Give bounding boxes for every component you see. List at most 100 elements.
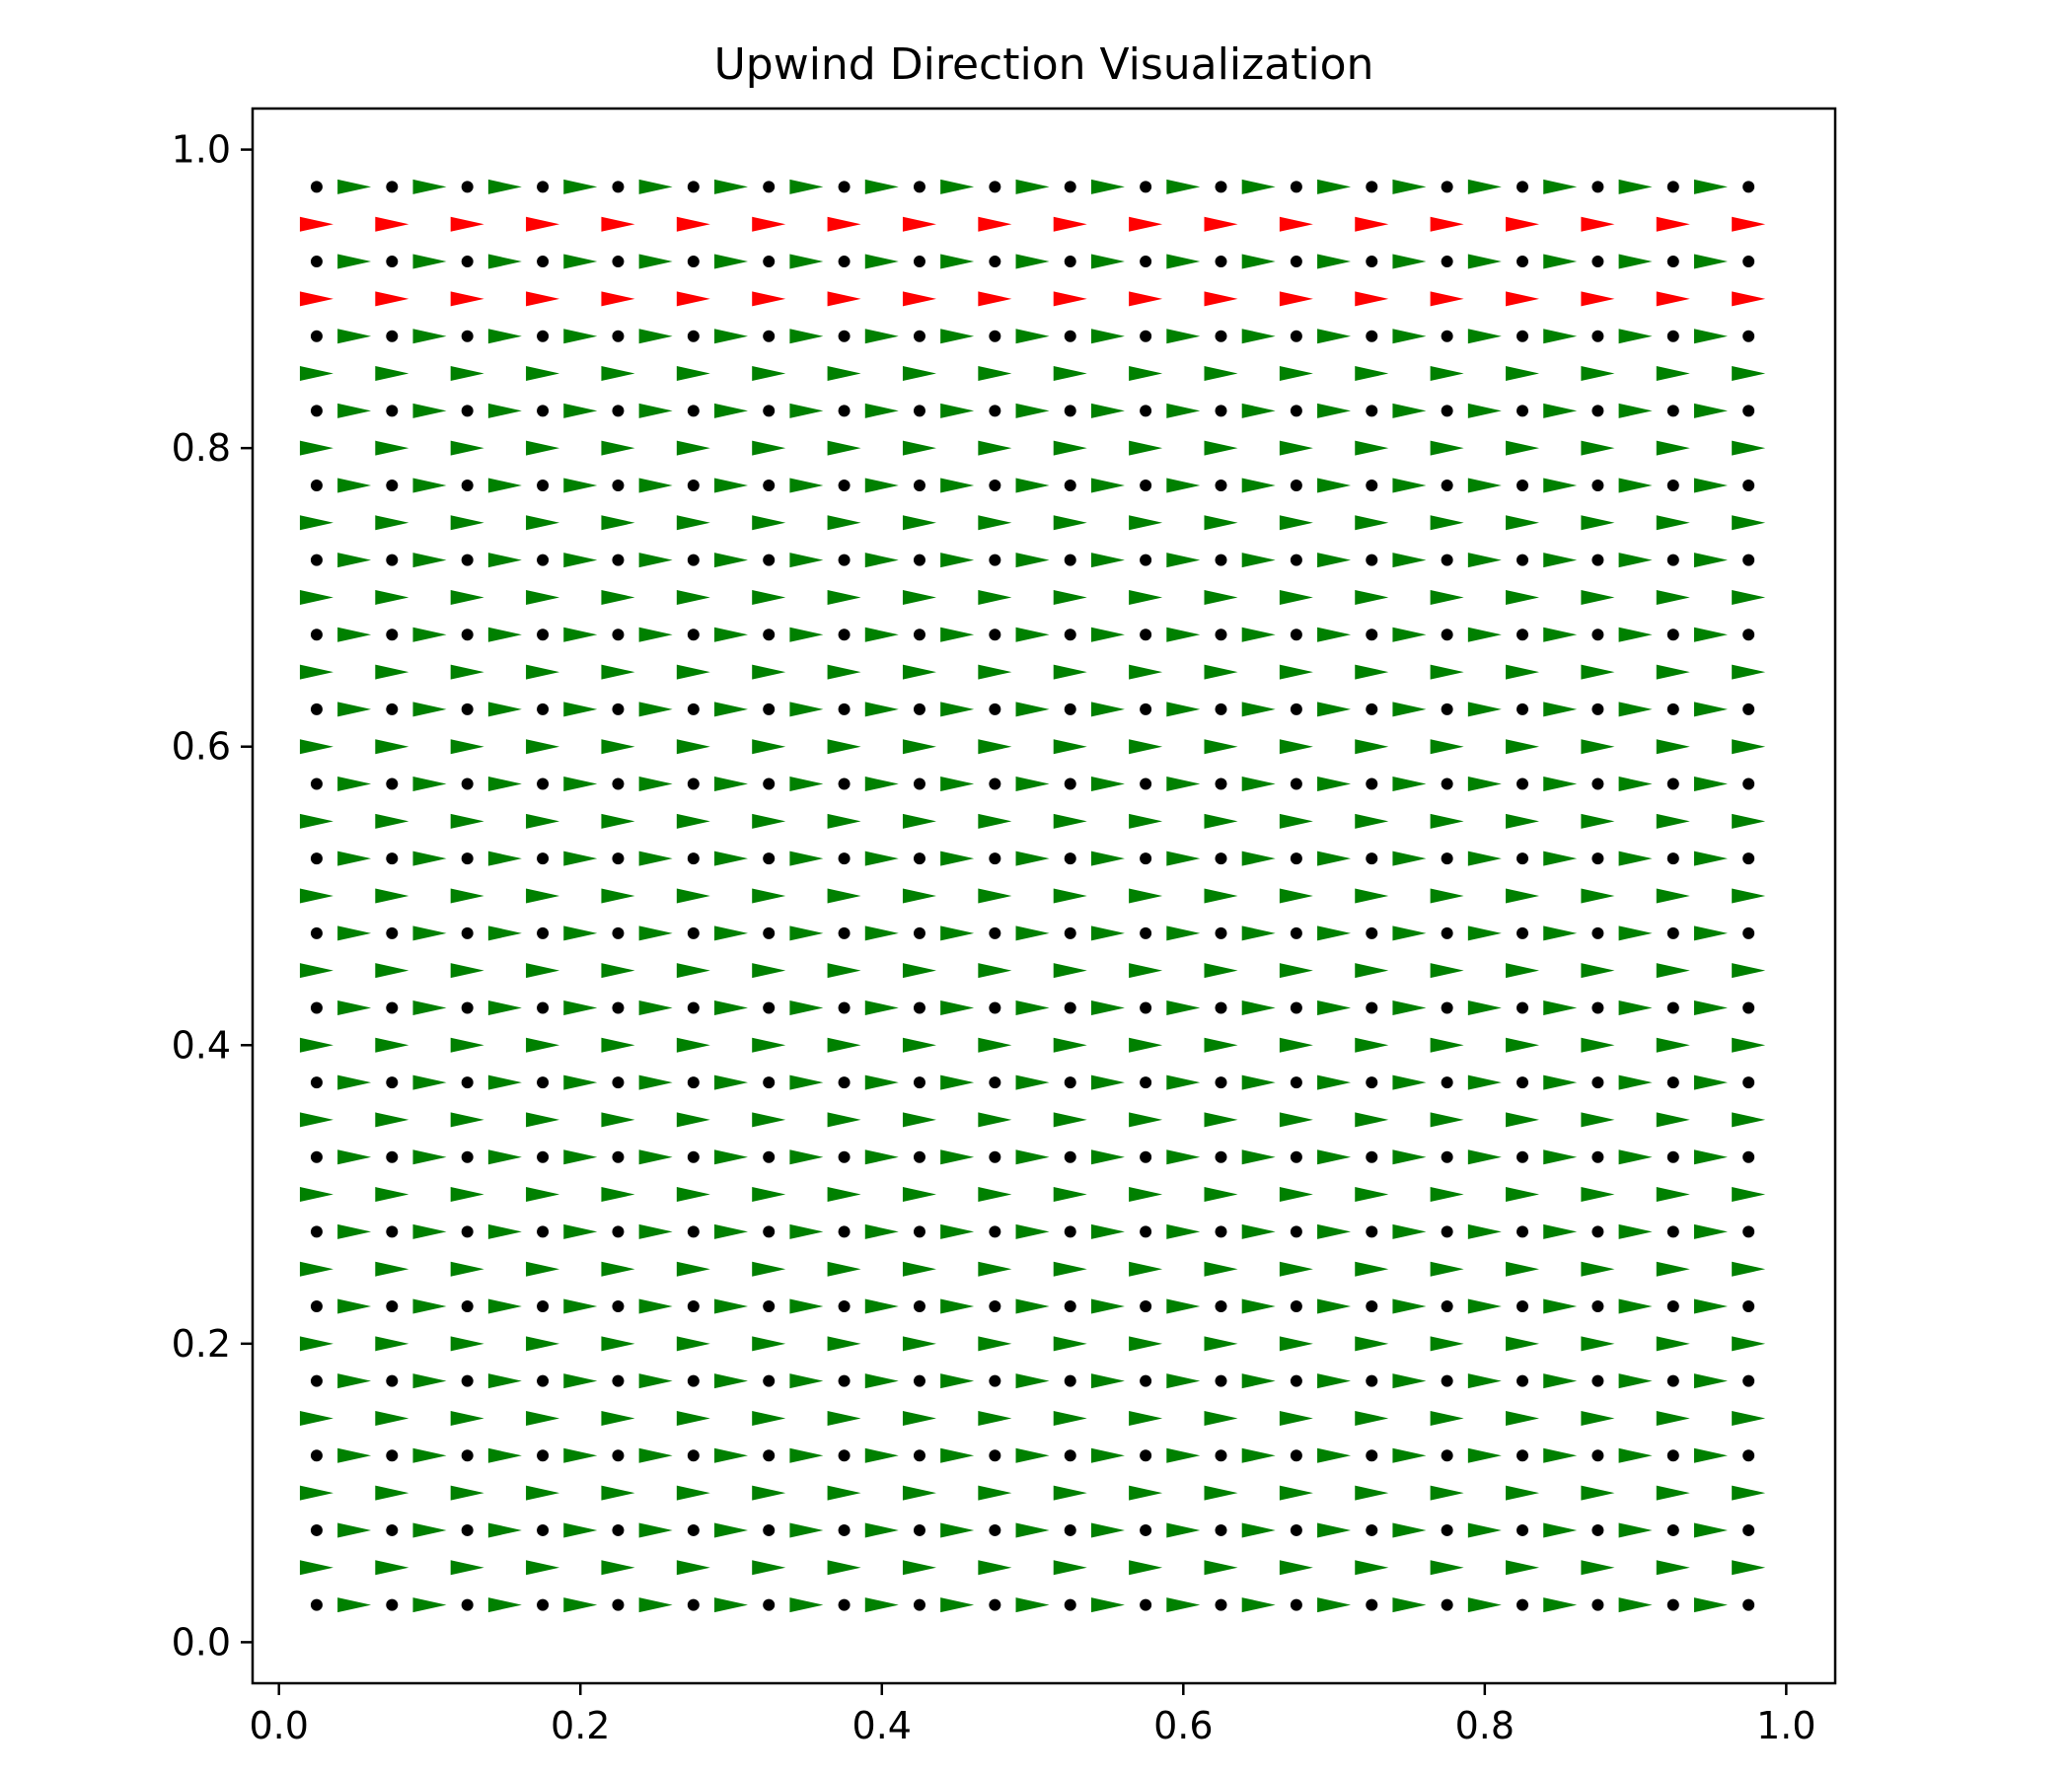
upwind-arrow	[1241, 925, 1276, 941]
grid-point	[537, 554, 550, 566]
upwind-arrow	[638, 851, 673, 866]
grid-point	[1140, 330, 1152, 342]
upwind-arrow	[714, 1597, 749, 1613]
upwind-arrow	[902, 1560, 936, 1576]
grid-point	[838, 1150, 851, 1163]
upwind-arrow	[1506, 589, 1540, 605]
upwind-arrow	[337, 999, 372, 1015]
upwind-arrow	[1015, 1074, 1050, 1090]
upwind-arrow	[864, 1447, 899, 1463]
upwind-arrow	[1241, 627, 1276, 642]
upwind-arrow	[1355, 1112, 1389, 1128]
grid-point	[1742, 1150, 1755, 1163]
upwind-arrow	[1392, 1149, 1427, 1165]
upwind-arrow	[1430, 1560, 1464, 1576]
grid-point	[1215, 181, 1227, 193]
x-tick-label: 0.0	[250, 1704, 309, 1747]
grid-point	[310, 405, 323, 417]
upwind-arrow	[789, 925, 824, 941]
upwind-arrow	[1430, 1112, 1464, 1128]
upwind-arrow	[299, 366, 333, 382]
grid-point	[461, 1076, 474, 1089]
upwind-arrow	[1467, 478, 1502, 493]
grid-point	[1215, 703, 1227, 715]
upwind-arrow	[789, 1298, 824, 1314]
upwind-arrow	[1204, 1187, 1238, 1203]
upwind-arrow	[563, 702, 598, 717]
grid-point	[913, 703, 925, 715]
upwind-arrow	[1204, 739, 1238, 755]
upwind-arrow	[940, 478, 975, 493]
grid-point	[1441, 629, 1453, 641]
grid-point	[1742, 703, 1755, 715]
grid-point	[1366, 703, 1378, 715]
upwind-arrow	[1506, 1336, 1540, 1352]
grid-point	[1290, 479, 1302, 491]
grid-point	[612, 1076, 625, 1089]
upwind-arrow	[1543, 329, 1578, 344]
grid-point	[612, 1150, 625, 1163]
upwind-arrow	[940, 254, 975, 269]
grid-point	[1215, 1374, 1227, 1387]
upwind-arrow	[299, 1261, 333, 1277]
grid-point	[1666, 330, 1679, 342]
upwind-arrow	[1656, 1336, 1690, 1352]
grid-point	[1366, 405, 1378, 417]
upwind-arrow	[902, 1037, 936, 1053]
grid-point	[1441, 554, 1453, 566]
grid-point	[1290, 256, 1302, 268]
upwind-arrow	[1015, 1298, 1050, 1314]
upwind-arrow	[412, 1522, 447, 1538]
upwind-arrow	[1317, 329, 1352, 344]
grid-point	[989, 256, 1001, 268]
grid-point	[989, 405, 1001, 417]
upwind-arrow	[1392, 1298, 1427, 1314]
y-tick-label: 0.2	[172, 1322, 231, 1366]
upwind-arrow	[789, 777, 824, 792]
upwind-arrow	[1581, 515, 1615, 531]
upwind-arrow	[638, 179, 673, 194]
grid-point	[913, 1150, 925, 1163]
upwind-arrow	[902, 1261, 936, 1277]
upwind-arrow	[1543, 1522, 1578, 1538]
upwind-arrow	[1053, 1187, 1087, 1203]
grid-point	[1666, 1150, 1679, 1163]
upwind-arrow	[1355, 1560, 1389, 1576]
upwind-arrow	[940, 702, 975, 717]
grid-point	[1517, 1523, 1529, 1536]
grid-point	[612, 1225, 625, 1238]
upwind-arrow	[1656, 291, 1690, 307]
upwind-arrow	[1090, 254, 1125, 269]
grid-point	[537, 777, 550, 790]
upwind-arrow	[1166, 179, 1201, 194]
grid-point	[763, 181, 776, 193]
upwind-arrow	[789, 1373, 824, 1389]
upwind-arrow	[375, 216, 409, 232]
upwind-arrow	[337, 851, 372, 866]
grid-point	[838, 554, 851, 566]
upwind-arrow	[1506, 739, 1540, 755]
upwind-arrow	[412, 851, 447, 866]
upwind-arrow	[1506, 664, 1540, 680]
upwind-arrow	[1279, 440, 1313, 456]
grid-point	[310, 629, 323, 641]
grid-point	[1742, 256, 1755, 268]
upwind-arrow	[1693, 777, 1728, 792]
upwind-arrow	[1090, 777, 1125, 792]
x-tick-label: 0.2	[551, 1704, 610, 1747]
upwind-arrow	[1543, 478, 1578, 493]
upwind-arrow	[789, 1447, 824, 1463]
upwind-arrow	[375, 515, 409, 531]
upwind-arrow	[676, 366, 710, 382]
upwind-arrow	[940, 179, 975, 194]
upwind-arrow	[299, 291, 333, 307]
upwind-arrow	[827, 440, 861, 456]
upwind-arrow	[487, 1447, 522, 1463]
upwind-arrow	[827, 813, 861, 829]
upwind-arrow	[563, 1074, 598, 1090]
upwind-arrow	[526, 664, 560, 680]
grid-point	[1215, 777, 1227, 790]
upwind-arrow	[1618, 777, 1653, 792]
upwind-arrow	[1355, 440, 1389, 456]
grid-point	[1742, 181, 1755, 193]
